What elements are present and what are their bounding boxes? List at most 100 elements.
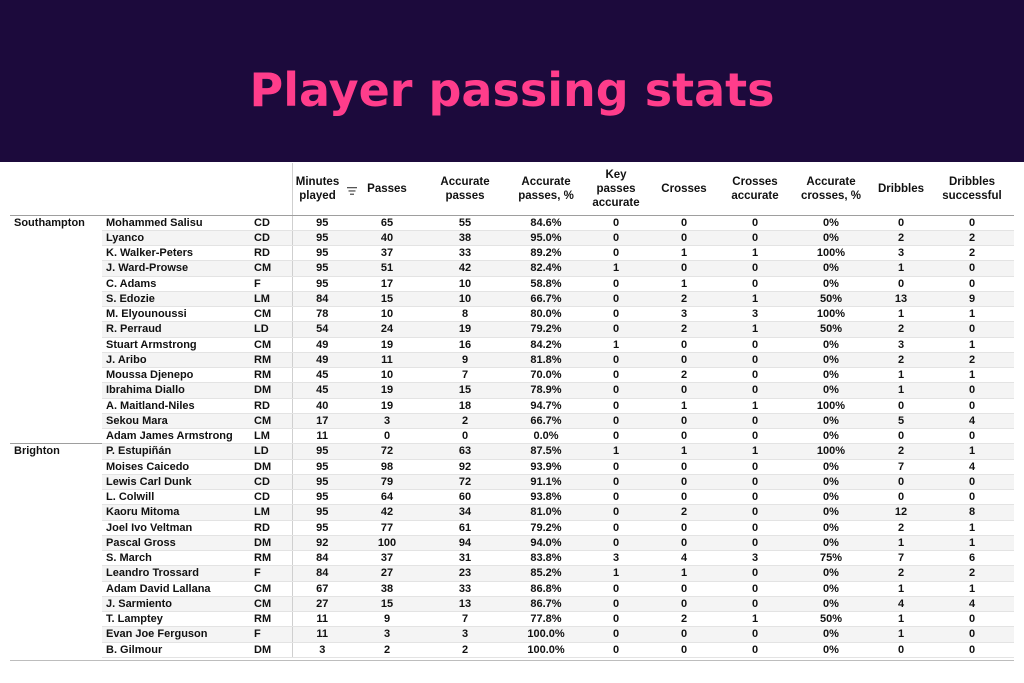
stat-accurate-crosses-pct: 0% [790, 276, 872, 292]
stat-key-passes-accurate: 0 [584, 291, 648, 308]
player-position: CD [252, 489, 293, 506]
stat-crosses: 0 [648, 581, 720, 597]
player-position: LM [252, 291, 293, 308]
stat-dribbles-successful: 1 [930, 520, 1014, 536]
stat-dribbles: 7 [872, 550, 930, 567]
stat-key-passes-accurate: 0 [584, 276, 648, 292]
stat-accurate-passes: 33 [422, 245, 508, 262]
header-key-passes-accurate[interactable]: Key passes accurate [584, 163, 648, 216]
stat-key-passes-accurate: 0 [584, 474, 648, 491]
header-accurate-crosses-pct[interactable]: Accurate crosses, % [790, 163, 872, 216]
table-row: C. Adams F 95 17 10 58.8% 0 1 0 0% 0 0 [10, 276, 1014, 292]
player-position: CM [252, 413, 293, 430]
table-row: Leandro Trossard F 84 27 23 85.2% 1 1 0 0% 2 2 [10, 565, 1014, 582]
stat-passes: 98 [352, 459, 422, 475]
player-name: Lewis Carl Dunk [102, 474, 252, 491]
stat-key-passes-accurate: 0 [584, 245, 648, 262]
header-minutes-played[interactable]: Minutes played [292, 163, 357, 216]
player-name: Adam David Lallana [102, 581, 252, 597]
stat-crosses: 0 [648, 215, 720, 231]
table-row: Sekou Mara CM 17 3 2 66.7% 0 0 0 0% 5 4 [10, 413, 1014, 430]
player-name: M. Elyounoussi [102, 306, 252, 323]
player-name: J. Ward-Prowse [102, 260, 252, 277]
table-row: S. March RM 84 37 31 83.8% 3 4 3 75% 7 6 [10, 550, 1014, 567]
stat-dribbles: 0 [872, 474, 930, 491]
stat-dribbles: 1 [872, 535, 930, 552]
table-row: Pascal Gross DM 92 100 94 94.0% 0 0 0 0% 1 1 [10, 535, 1014, 552]
stat-key-passes-accurate: 0 [584, 352, 648, 369]
stat-accurate-crosses-pct: 0% [790, 489, 872, 506]
stat-accurate-crosses-pct: 50% [790, 291, 872, 308]
table-row: S. Edozie LM 84 15 10 66.7% 0 2 1 50% 13 9 [10, 291, 1014, 308]
stat-accurate-passes-pct: 78.9% [508, 382, 584, 399]
stat-accurate-crosses-pct: 0% [790, 520, 872, 536]
player-position: DM [252, 382, 293, 399]
stat-minutes-played: 49 [292, 352, 352, 369]
stat-dribbles: 13 [872, 291, 930, 308]
stat-dribbles: 4 [872, 596, 930, 613]
header-dribbles[interactable]: Dribbles [872, 163, 930, 216]
stat-dribbles: 1 [872, 581, 930, 597]
table-row: J. Ward-Prowse CM 95 51 42 82.4% 1 0 0 0% 1 0 [10, 260, 1014, 277]
stat-key-passes-accurate: 3 [584, 550, 648, 567]
stat-crosses: 0 [648, 230, 720, 247]
stat-passes: 72 [352, 443, 422, 460]
stat-dribbles: 2 [872, 520, 930, 536]
player-position: LM [252, 504, 293, 521]
stat-dribbles-successful: 2 [930, 352, 1014, 369]
stat-crosses: 0 [648, 642, 720, 658]
stat-dribbles: 2 [872, 565, 930, 582]
stat-dribbles-successful: 2 [930, 245, 1014, 262]
stat-minutes-played: 84 [292, 291, 352, 308]
player-position: CM [252, 306, 293, 323]
stat-crosses-accurate: 0 [720, 626, 790, 643]
stat-accurate-crosses-pct: 100% [790, 443, 872, 460]
player-name: A. Maitland-Niles [102, 398, 252, 414]
stat-accurate-passes-pct: 79.2% [508, 321, 584, 338]
player-name: Mohammed Salisu [102, 215, 252, 231]
sort-descending-icon[interactable] [346, 185, 357, 195]
stat-crosses-accurate: 0 [720, 642, 790, 658]
stat-passes: 19 [352, 337, 422, 353]
stat-minutes-played: 95 [292, 215, 352, 231]
stat-crosses: 0 [648, 352, 720, 369]
stat-crosses-accurate: 0 [720, 581, 790, 597]
stat-passes: 24 [352, 321, 422, 338]
title-banner: Player passing stats [0, 0, 1024, 162]
player-name: Moises Caicedo [102, 459, 252, 475]
player-name: Kaoru Mitoma [102, 504, 252, 521]
stat-accurate-passes: 23 [422, 565, 508, 582]
stat-dribbles: 2 [872, 352, 930, 369]
stat-passes: 3 [352, 626, 422, 643]
table-row: Ibrahima Diallo DM 45 19 15 78.9% 0 0 0 0% 1 0 [10, 382, 1014, 399]
player-position: RM [252, 367, 293, 384]
page-title: Player passing stats [249, 63, 775, 117]
stat-accurate-crosses-pct: 0% [790, 337, 872, 353]
stat-crosses: 0 [648, 489, 720, 506]
stat-accurate-passes: 18 [422, 398, 508, 414]
stat-minutes-played: 92 [292, 535, 352, 552]
stat-dribbles-successful: 0 [930, 321, 1014, 338]
stat-key-passes-accurate: 0 [584, 596, 648, 613]
player-position: F [252, 276, 293, 292]
stat-key-passes-accurate: 0 [584, 230, 648, 247]
stat-accurate-passes: 33 [422, 581, 508, 597]
stat-accurate-passes: 92 [422, 459, 508, 475]
player-name: Stuart Armstrong [102, 337, 252, 353]
stat-crosses-accurate: 1 [720, 321, 790, 338]
header-accurate-passes[interactable]: Accurate passes [422, 163, 508, 216]
stat-dribbles-successful: 0 [930, 642, 1014, 658]
table-row: Lyanco CD 95 40 38 95.0% 0 0 0 0% 2 2 [10, 230, 1014, 247]
stat-minutes-played: 95 [292, 230, 352, 247]
stat-dribbles-successful: 0 [930, 489, 1014, 506]
header-crosses[interactable]: Crosses [648, 163, 720, 216]
stat-crosses-accurate: 0 [720, 596, 790, 613]
stat-dribbles-successful: 0 [930, 215, 1014, 231]
header-dribbles-successful[interactable]: Dribbles successful [930, 163, 1014, 216]
table-row: Moises Caicedo DM 95 98 92 93.9% 0 0 0 0% 7 4 [10, 459, 1014, 475]
header-passes[interactable]: Passes [352, 163, 422, 216]
stat-accurate-crosses-pct: 0% [790, 428, 872, 445]
header-crosses-accurate[interactable]: Crosses accurate [720, 163, 790, 216]
player-name: Leandro Trossard [102, 565, 252, 582]
header-accurate-passes-pct[interactable]: Accurate passes, % [508, 163, 584, 216]
